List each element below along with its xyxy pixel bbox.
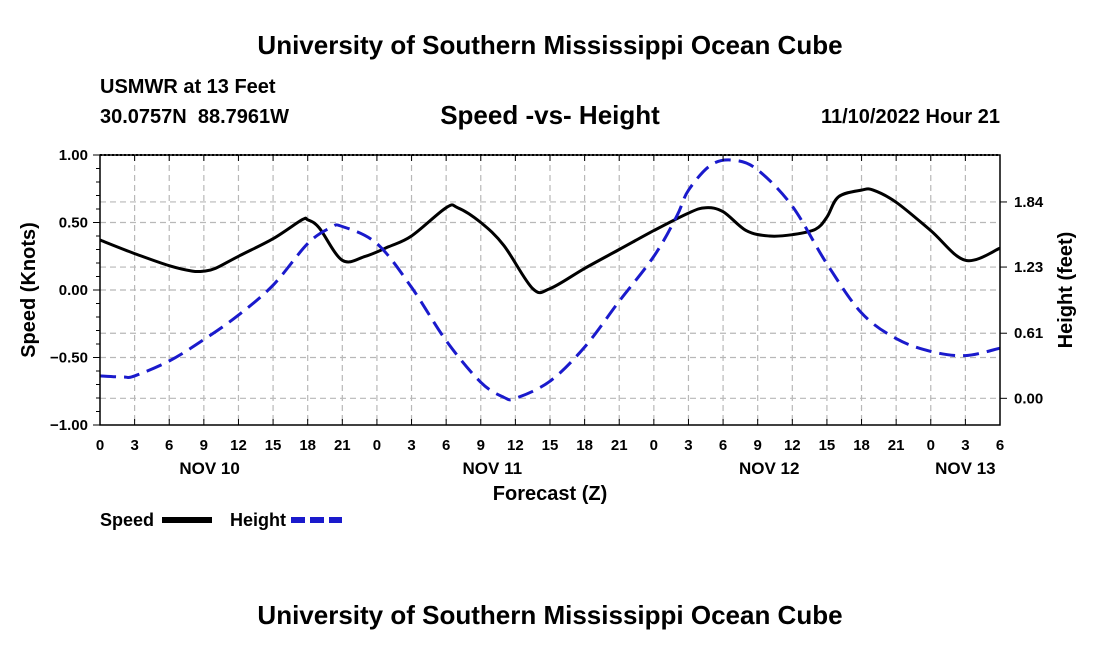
chart-title: Speed -vs- Height	[440, 100, 660, 130]
x-tick-label: 3	[407, 437, 415, 454]
x-tick-label: 21	[334, 437, 351, 454]
y-right-tick-label: 0.00	[1014, 390, 1043, 407]
legend-speed-label: Speed	[100, 510, 154, 530]
legend: Speed Height	[100, 510, 342, 530]
x-tick-label: 9	[200, 437, 208, 454]
y-left-tick-label: −1.00	[50, 417, 88, 434]
x-tick-label: 12	[507, 437, 524, 454]
y-left-axis-label: Speed (Knots)	[18, 222, 40, 358]
y-right-tick-label: 1.84	[1014, 194, 1044, 211]
chart-grid	[100, 155, 1000, 425]
series-line-speed	[99, 187, 1001, 295]
x-tick-label: 3	[684, 437, 692, 454]
page-title-top: University of Southern Mississippi Ocean…	[257, 30, 843, 60]
x-tick-label: 12	[230, 437, 247, 454]
x-axis-label: Forecast (Z)	[493, 483, 607, 505]
x-tick-label: 0	[650, 437, 658, 454]
y-left-tick-label: 1.00	[59, 147, 88, 164]
date-label: NOV 12	[739, 459, 799, 478]
chart-ticks	[93, 154, 1007, 426]
x-tick-label: 15	[265, 437, 282, 454]
x-tick-label: 15	[819, 437, 836, 454]
legend-height-label: Height	[230, 510, 286, 530]
date-label: NOV 11	[463, 459, 523, 478]
forecast-datetime: 11/10/2022 Hour 21	[820, 106, 1000, 128]
x-tick-label: 18	[299, 437, 316, 454]
x-tick-label: 12	[784, 437, 801, 454]
series-line-height	[99, 158, 1001, 402]
chart-series	[99, 158, 1001, 402]
y-right-axis-label: Height (feet)	[1055, 232, 1077, 349]
x-tick-label: 3	[130, 437, 138, 454]
station-coordinates: 30.0757N 88.7961W	[100, 106, 290, 128]
x-tick-label: 18	[853, 437, 870, 454]
x-tick-label: 21	[888, 437, 905, 454]
x-tick-label: 6	[996, 437, 1004, 454]
x-tick-label: 21	[611, 437, 628, 454]
y-right-tick-label: 1.23	[1014, 259, 1043, 276]
x-tick-label: 15	[542, 437, 559, 454]
x-tick-label: 3	[961, 437, 969, 454]
x-tick-label: 18	[576, 437, 593, 454]
y-left-tick-label: −0.50	[50, 350, 88, 367]
date-label: NOV 13	[935, 459, 995, 478]
y-right-tick-label: 0.61	[1014, 325, 1043, 342]
x-tick-label: 9	[477, 437, 485, 454]
x-tick-label: 6	[719, 437, 727, 454]
station-name: USMWR at 13 Feet	[100, 76, 276, 98]
x-tick-label: 6	[165, 437, 173, 454]
x-tick-label: 0	[373, 437, 381, 454]
x-tick-label: 0	[927, 437, 935, 454]
date-label: NOV 10	[179, 459, 239, 478]
x-tick-label: 0	[96, 437, 104, 454]
y-left-tick-label: 0.00	[59, 282, 88, 299]
y-left-tick-label: 0.50	[59, 215, 88, 232]
x-tick-label: 9	[754, 437, 762, 454]
chart-labels: 0 3 6 9 12 15 18 21 0 3 6 9 12 15 18 21 0 3 6 9 12 15 18 21 0 3 6N…	[18, 147, 1077, 505]
page-title-bottom: University of Southern Mississippi Ocean…	[257, 600, 843, 630]
x-tick-label: 6	[442, 437, 450, 454]
